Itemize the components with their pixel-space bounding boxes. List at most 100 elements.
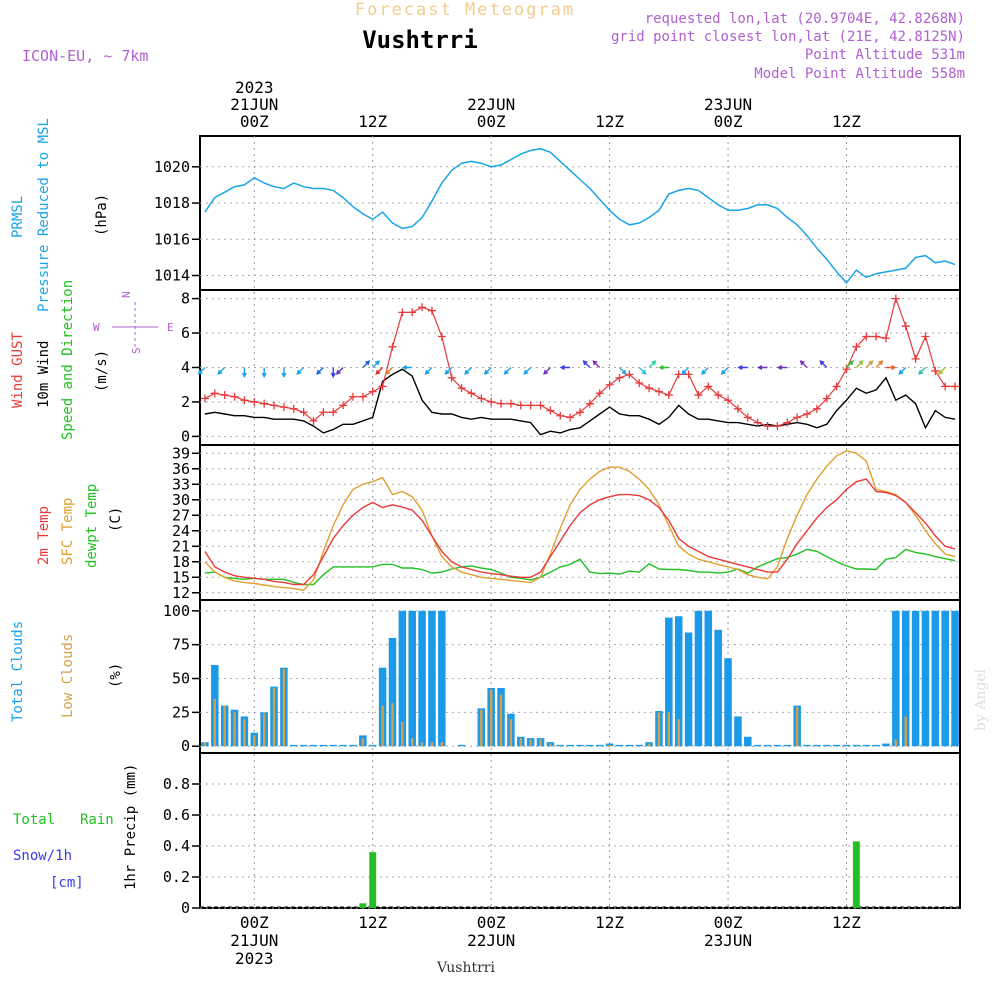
bottom-time-label: 12Z	[832, 913, 861, 932]
y-tick-label: 18	[172, 553, 190, 571]
gust-marker	[664, 391, 673, 400]
bottom-time-label: 21JUN	[230, 931, 278, 950]
total-cloud-bar	[813, 744, 821, 747]
gust-marker	[852, 342, 861, 351]
app-title: Forecast Meteogram	[355, 0, 575, 20]
total-cloud-bar	[615, 744, 624, 747]
total-cloud-bar	[823, 744, 831, 747]
low-cloud-bar	[519, 738, 522, 747]
precip-rain-label: Rain	[80, 812, 114, 828]
gust-marker	[388, 342, 397, 351]
wind-direction-arrow	[261, 367, 267, 378]
total-cloud-bar	[852, 744, 861, 747]
gust-marker	[378, 382, 387, 391]
wind-direction-arrow	[362, 360, 371, 368]
rain-bar	[369, 852, 377, 908]
gust-marker	[891, 294, 900, 303]
wind-direction-arrow	[444, 367, 453, 375]
gust-marker	[487, 397, 496, 406]
total-cloud-bar	[892, 610, 900, 747]
pressure-line	[204, 147, 956, 284]
total-cloud-bar	[763, 744, 772, 747]
total-cloud-bar	[842, 744, 851, 747]
low-cloud-bar	[539, 739, 542, 747]
gust-marker	[881, 334, 890, 343]
wind-direction-arrow	[582, 360, 591, 368]
gust-marker	[279, 403, 288, 412]
top-time-label: 00Z	[477, 112, 506, 131]
gust-marker	[595, 389, 604, 398]
y-tick-label: 39	[172, 444, 190, 462]
total-cloud-bar	[931, 610, 940, 747]
low-cloud-bar	[361, 738, 365, 747]
gust-marker	[645, 384, 654, 393]
gust-marker	[724, 396, 733, 405]
total-cloud-bar	[714, 629, 722, 747]
wind-direction-arrow	[757, 364, 768, 371]
wind-speed-direction-label: Speed and Direction	[60, 280, 76, 440]
wind-direction-arrow	[700, 367, 709, 375]
y-tick-label: 25	[172, 703, 190, 721]
gust-marker	[832, 382, 841, 391]
low-cloud-bar	[420, 742, 424, 747]
low-cloud-bar	[203, 742, 207, 747]
y-tick-label: 6	[181, 324, 190, 342]
wind-unit: (m/s)	[94, 350, 110, 392]
total-cloud-bar	[576, 744, 584, 747]
gust-marker	[773, 422, 782, 431]
gust-marker	[319, 408, 328, 417]
wind-direction-arrow	[865, 360, 874, 368]
total-cloud-bar	[921, 610, 930, 747]
gust-marker	[941, 382, 950, 391]
model-name: ICON-EU, ~ 7km	[22, 47, 148, 65]
total-cloud-bar	[349, 744, 357, 747]
top-time-label: 2023	[235, 78, 274, 97]
bottom-time-label: 23JUN	[704, 931, 752, 950]
total-cloud-bar	[428, 610, 436, 747]
total-cloud-bar	[862, 744, 870, 747]
y-tick-label: 2	[181, 393, 190, 411]
y-tick-label: 0.8	[163, 775, 190, 793]
low-cloud-bar	[381, 705, 384, 747]
gust-marker	[921, 332, 930, 341]
bottom-time-label: 00Z	[714, 913, 743, 932]
total-cloud-bar	[388, 637, 397, 747]
dewpt-line	[204, 548, 956, 586]
gust-marker	[585, 399, 594, 408]
bottom-time-label: 00Z	[240, 913, 269, 932]
wind-direction-arrow	[819, 360, 828, 368]
total-cloud-bar	[724, 658, 732, 747]
wind-direction-arrow	[737, 364, 748, 371]
total-cloud-bar	[734, 716, 742, 747]
gust-marker	[467, 389, 476, 398]
gust-marker	[220, 391, 229, 400]
total-cloud-bar	[753, 744, 762, 747]
low-cloud-bar	[262, 713, 266, 747]
panel-frame-5	[199, 752, 961, 909]
wind-direction-arrow	[281, 367, 287, 378]
wind-gust-line	[204, 296, 956, 427]
low-cloud-bar	[509, 719, 513, 747]
pressure-msl-label: Pressure Reduced to MSL	[36, 118, 52, 312]
gust-marker	[842, 365, 851, 374]
y-tick-label: 0	[181, 737, 190, 755]
precip-snow-label: Snow/1h	[13, 848, 72, 864]
low-cloud-bar	[894, 739, 898, 747]
wind-10m-label: 10m Wind	[36, 341, 52, 408]
total-cloud-bar	[665, 617, 673, 747]
gridpoint-coords: grid point closest lon,lat (21E, 42.8125…	[611, 29, 965, 45]
gust-marker	[694, 391, 703, 400]
low-cloud-bar	[499, 694, 503, 747]
total-cloud-bar	[744, 736, 752, 747]
y-tick-label: 50	[172, 670, 190, 688]
total-cloud-bar	[635, 744, 643, 747]
gust-marker	[200, 394, 209, 403]
temp-2m-label: 2m Temp	[36, 506, 52, 565]
gust-marker	[210, 389, 219, 398]
gust-marker	[862, 332, 871, 341]
wind-direction-arrow	[776, 364, 788, 371]
wind-direction-arrow	[217, 367, 226, 375]
compass-e: E	[167, 321, 174, 334]
wind-panel: 0 2 4 6 8	[181, 290, 960, 445]
